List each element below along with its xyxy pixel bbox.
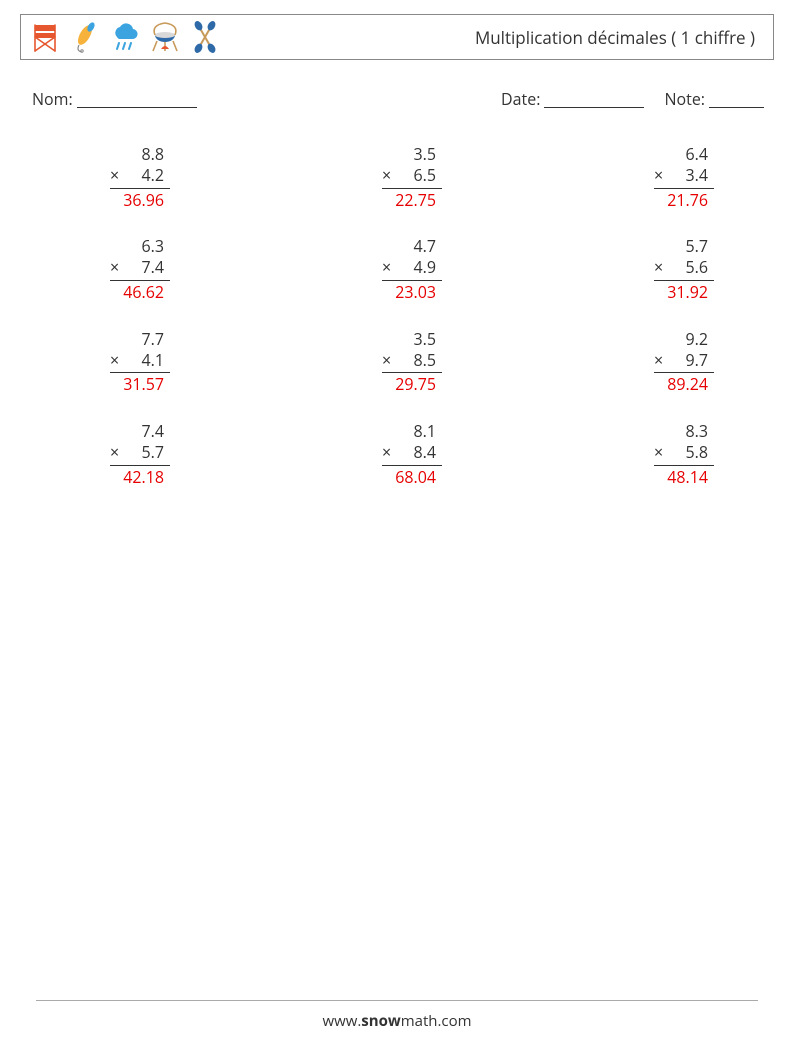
- footer-url: www.snowmath.com: [0, 1011, 794, 1031]
- problem: 7.7×4.1 31.57: [80, 329, 170, 395]
- meta-row: Nom: Date: Note:: [32, 88, 764, 110]
- operand-b: 9.7: [666, 350, 708, 371]
- problem: 5.7×5.6 31.92: [624, 236, 714, 302]
- operand-a: 7.4: [80, 421, 170, 442]
- answer: 29.75: [352, 374, 442, 395]
- header-icons: [27, 19, 223, 55]
- date-blank[interactable]: [544, 91, 644, 108]
- operator: ×: [382, 257, 394, 278]
- operand-b: 8.4: [394, 442, 436, 463]
- problem: 6.3×7.4 46.62: [80, 236, 170, 302]
- fishing-lure-icon: [67, 19, 103, 55]
- answer: 23.03: [352, 282, 442, 303]
- operand-b: 6.5: [394, 165, 436, 186]
- operand-a: 6.4: [624, 144, 714, 165]
- operand-a: 6.3: [80, 236, 170, 257]
- name-blank[interactable]: [77, 91, 197, 108]
- operator: ×: [382, 350, 394, 371]
- problem: 8.8×4.2 36.96: [80, 144, 170, 210]
- problem: 7.4×5.7 42.18: [80, 421, 170, 487]
- problem: 3.5×6.5 22.75: [352, 144, 442, 210]
- answer: 21.76: [624, 190, 714, 211]
- operator: ×: [654, 165, 666, 186]
- operand-a: 4.7: [352, 236, 442, 257]
- problem-row: 8.8×4.236.963.5×6.522.756.4×3.421.76: [80, 144, 714, 210]
- answer: 31.57: [80, 374, 170, 395]
- answer: 22.75: [352, 190, 442, 211]
- answer: 36.96: [80, 190, 170, 211]
- rain-cloud-icon: [107, 19, 143, 55]
- answer: 89.24: [624, 374, 714, 395]
- answer: 68.04: [352, 467, 442, 488]
- operand-b: 5.7: [122, 442, 164, 463]
- date-label: Date:: [501, 88, 540, 110]
- chair-icon: [27, 19, 63, 55]
- operator: ×: [382, 442, 394, 463]
- problem: 4.7×4.9 23.03: [352, 236, 442, 302]
- answer: 31.92: [624, 282, 714, 303]
- problem: 8.1×8.4 68.04: [352, 421, 442, 487]
- operator: ×: [110, 442, 122, 463]
- paddles-icon: [187, 19, 223, 55]
- problem: 8.3×5.8 48.14: [624, 421, 714, 487]
- operand-a: 3.5: [352, 144, 442, 165]
- name-label: Nom:: [32, 88, 73, 110]
- operator: ×: [382, 165, 394, 186]
- operand-b: 5.6: [666, 257, 708, 278]
- problem-row: 7.7×4.131.573.5×8.529.759.2×9.789.24: [80, 329, 714, 395]
- operator: ×: [654, 350, 666, 371]
- operator: ×: [110, 257, 122, 278]
- grade-blank[interactable]: [709, 91, 764, 108]
- operand-b: 4.1: [122, 350, 164, 371]
- operator: ×: [654, 442, 666, 463]
- problem-row: 7.4×5.742.188.1×8.468.048.3×5.848.14: [80, 421, 714, 487]
- answer: 42.18: [80, 467, 170, 488]
- answer: 48.14: [624, 467, 714, 488]
- operand-a: 7.7: [80, 329, 170, 350]
- operand-b: 5.8: [666, 442, 708, 463]
- operand-a: 9.2: [624, 329, 714, 350]
- operand-b: 8.5: [394, 350, 436, 371]
- operand-a: 8.1: [352, 421, 442, 442]
- worksheet-title: Multiplication décimales ( 1 chiffre ): [475, 26, 763, 49]
- problems-grid: 8.8×4.236.963.5×6.522.756.4×3.421.766.3×…: [20, 144, 774, 488]
- problem-row: 6.3×7.446.624.7×4.923.035.7×5.631.92: [80, 236, 714, 302]
- operand-a: 3.5: [352, 329, 442, 350]
- operator: ×: [654, 257, 666, 278]
- operator: ×: [110, 350, 122, 371]
- operand-b: 4.9: [394, 257, 436, 278]
- header-box: Multiplication décimales ( 1 chiffre ): [20, 14, 774, 60]
- operand-b: 3.4: [666, 165, 708, 186]
- problem: 9.2×9.7 89.24: [624, 329, 714, 395]
- operand-a: 8.3: [624, 421, 714, 442]
- operand-a: 5.7: [624, 236, 714, 257]
- operand-a: 8.8: [80, 144, 170, 165]
- operand-b: 7.4: [122, 257, 164, 278]
- problem: 3.5×8.5 29.75: [352, 329, 442, 395]
- operand-b: 4.2: [122, 165, 164, 186]
- cooking-pot-icon: [147, 19, 183, 55]
- operator: ×: [110, 165, 122, 186]
- problem: 6.4×3.4 21.76: [624, 144, 714, 210]
- footer: www.snowmath.com: [0, 1000, 794, 1031]
- answer: 46.62: [80, 282, 170, 303]
- grade-label: Note:: [664, 88, 705, 110]
